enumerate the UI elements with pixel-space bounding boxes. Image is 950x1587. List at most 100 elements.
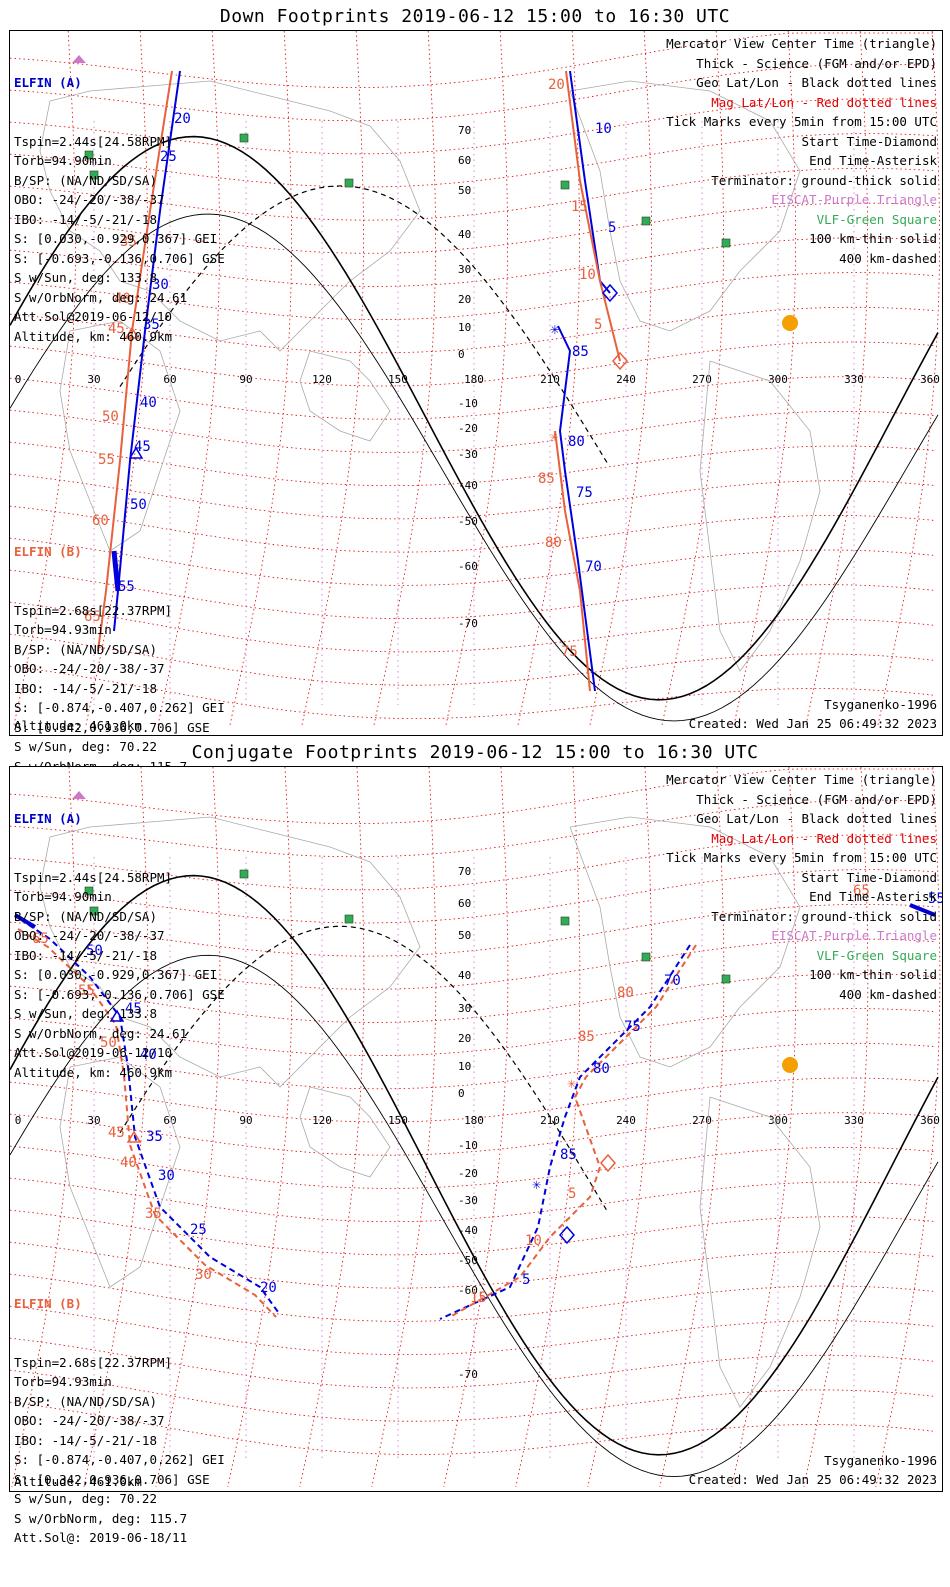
start-diamond [602, 283, 618, 303]
elfin-b-header: ELFIN (B) [14, 1296, 82, 1311]
elfin-a-conj-track [19, 918, 279, 1313]
info-line: S: [0.030,-0.929,0.367] GEI [14, 231, 218, 246]
info-line: Att.Sol@2019-06-12/10 [14, 1045, 173, 1060]
track-label-b: 45 [108, 321, 125, 337]
track-label-b: 40 [120, 1155, 137, 1171]
track-label-b: 55 [98, 452, 115, 468]
mag-lat-line [10, 306, 935, 354]
info-line: OBO: -24/-20/-38/-37 [14, 1413, 165, 1428]
legend-item: Start Time-Diamond [801, 133, 937, 149]
lat-label: -20 [458, 1167, 478, 1180]
info-line: B/SP: (NA/ND/SD/SA) [14, 172, 157, 188]
info-line: IBO: -14/-5/-21/-18 [14, 947, 157, 963]
vlf-station-square [344, 178, 354, 188]
coastline [59, 1056, 181, 1288]
info-line: Torb=94.90min [14, 153, 112, 168]
mag-lat-line [10, 1241, 935, 1289]
elfin-a-science [111, 550, 121, 592]
vlf-station-square [560, 916, 570, 926]
mag-lat-line [10, 167, 935, 221]
mag-lat-line [10, 1401, 935, 1455]
track-label-a: 10 [595, 121, 612, 137]
mag-lat-line [10, 1077, 935, 1123]
legend-item: 100 km-thin solid [809, 231, 937, 246]
mag-lat-line [10, 1042, 935, 1090]
mag-lat-line [10, 834, 935, 891]
mag-lat-line [10, 973, 935, 1023]
track-label-a: 40 [140, 395, 157, 411]
mag-lat-line [10, 32, 934, 89]
vlf-station-square [89, 906, 99, 916]
elfin-a-header: ELFIN (A) [14, 75, 82, 90]
lat-label: -60 [458, 560, 478, 573]
mag-lat-line [10, 633, 935, 686]
terminator-100km [10, 213, 939, 722]
mag-lat-line [10, 98, 935, 155]
lat-label: -30 [458, 448, 478, 461]
coastline [699, 1096, 821, 1408]
created-label: Created: Wed Jan 25 06:49:32 2023 [688, 716, 937, 731]
panel-title-conjugate: Conjugate Footprints 2019-06-12 15:00 to… [191, 742, 759, 763]
center-triangle [126, 1130, 142, 1143]
mag-lat-line [10, 63, 935, 122]
lon-label: 270 [692, 373, 712, 386]
mag-lon-line [803, 767, 869, 1488]
info-line: Att.Sol@: 2019-06-18/11 [14, 1530, 188, 1545]
track-label-a: 70 [664, 973, 681, 989]
info-line: Tspin=2.44s[24.58RPM] [14, 133, 173, 149]
info-line: IBO: -14/-5/-21/-18 [14, 1432, 157, 1448]
elfin-b-header: ELFIN (B) [14, 544, 82, 559]
coastline [699, 360, 821, 672]
lat-label: 60 [458, 154, 471, 167]
track-label-a: 55 [118, 579, 135, 595]
lat-label: -20 [458, 422, 478, 435]
track-label-b: 80 [617, 985, 634, 1001]
track-label-b: 75 [561, 644, 578, 660]
legend-item: Tick Marks every 5min from 15:00 UTC [666, 850, 937, 865]
legend-item: Mag Lat/Lon - Red dotted lines [711, 830, 937, 846]
lat-label: 70 [458, 124, 471, 137]
info-line: Tspin=2.68s[22.37RPM] [14, 1354, 173, 1370]
vlf-station-square [239, 869, 249, 879]
track-label-b: 85 [538, 471, 555, 487]
vlf-station-square [721, 974, 731, 984]
lat-label: -10 [458, 1139, 478, 1152]
lat-label: -70 [458, 617, 478, 630]
lon-label: 300 [768, 373, 788, 386]
mag-lon-line [731, 767, 797, 1488]
mag-lat-line [10, 237, 935, 287]
legend-item: Mercator View Center Time (triangle) [666, 36, 937, 51]
legend-item: VLF-Green Square [816, 211, 937, 227]
mag-lon-line [371, 767, 437, 1488]
track-label-a: 85 [572, 344, 589, 360]
lon-label: 360 [920, 1114, 940, 1127]
track-label-b: 50 [102, 409, 119, 425]
lon-label: 270 [692, 1114, 712, 1127]
end-asterisk: ✳ [550, 429, 559, 445]
legend: Mercator View Center Time (triangle) Thic… [666, 770, 937, 1004]
legend-item: 100 km-thin solid [809, 967, 937, 982]
track-label-a: 5 [522, 1272, 530, 1288]
track-label-a: 30 [158, 1168, 175, 1184]
mag-lat-line [10, 1305, 935, 1356]
track-label-b: 15 [571, 199, 588, 215]
track-label-a: 45 [134, 439, 151, 455]
lon-label: 150 [388, 1114, 408, 1127]
lat-label: 0 [458, 348, 465, 361]
info-line: S: [-0.874,-0.407,0.262] GEI [14, 700, 225, 715]
track-label-a: 30 [152, 277, 169, 293]
lon-label: 180 [464, 373, 484, 386]
lat-label: 0 [458, 1087, 465, 1100]
info-line: S: [0.342,0.936,0.706] GSE [14, 1471, 210, 1487]
info-line: Torb=94.90min [14, 889, 112, 904]
lat-label: -10 [458, 397, 478, 410]
mag-lat-line [10, 1177, 935, 1223]
vlf-station-square [560, 180, 570, 190]
start-diamond [612, 351, 628, 371]
track-label-a: 40 [140, 1047, 157, 1063]
mag-lon-line [515, 767, 581, 1488]
center-triangle [128, 446, 144, 459]
center-triangle [124, 326, 140, 339]
elfin-a-science [13, 913, 37, 929]
track-label-b: 40 [114, 291, 131, 307]
